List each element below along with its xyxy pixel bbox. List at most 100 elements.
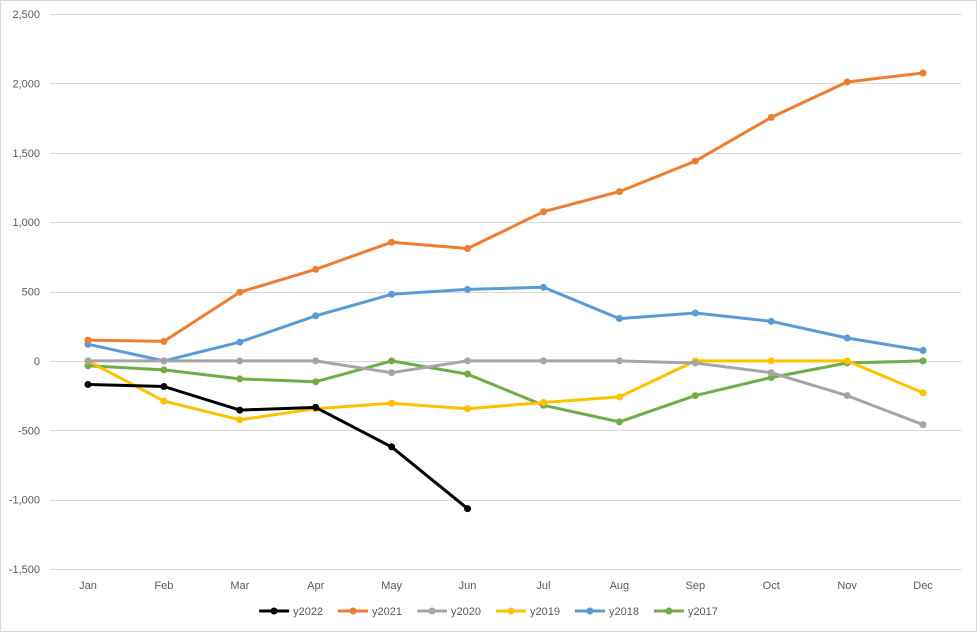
data-point [615, 315, 623, 323]
data-point [691, 309, 699, 317]
x-tick-label: Apr [307, 580, 324, 592]
legend-swatch-marker [507, 607, 515, 615]
data-point [84, 380, 92, 388]
y-tick-label: -1,000 [9, 495, 40, 507]
data-point [691, 359, 699, 367]
data-point [767, 357, 775, 365]
legend-label: y2018 [609, 606, 639, 618]
series-line [86, 359, 925, 422]
data-point [843, 334, 851, 342]
data-point [160, 383, 168, 391]
data-point [919, 357, 927, 365]
data-point [615, 357, 623, 365]
data-point [464, 505, 472, 513]
data-point [388, 290, 396, 298]
data-point [84, 336, 92, 344]
legend-item-y2018: y2018 [574, 606, 639, 618]
data-point [464, 357, 472, 365]
data-point [236, 357, 244, 365]
x-tick-label: May [381, 580, 402, 592]
data-point [160, 366, 168, 374]
y-tick-label: 2,000 [12, 78, 40, 90]
data-point [767, 317, 775, 325]
data-point [464, 370, 472, 378]
data-point [464, 244, 472, 252]
series-y2021 [84, 69, 927, 345]
data-point [919, 389, 927, 397]
series-y2020 [84, 357, 927, 429]
data-point [843, 78, 851, 86]
data-point [388, 238, 396, 246]
data-point [539, 283, 547, 291]
x-tick-label: Aug [610, 580, 630, 592]
data-point [388, 369, 396, 377]
data-point [160, 357, 168, 365]
x-tick-label: Sep [686, 580, 706, 592]
legend-swatch-marker [586, 607, 594, 615]
x-axis-tick-labels: Jan Feb Mar Apr May Jun Jul Aug Sep Oct Nov Dec [79, 580, 933, 592]
y-tick-label: 0 [34, 356, 40, 368]
data-point [615, 188, 623, 196]
y-tick-label: 1,000 [12, 217, 40, 229]
data-point [312, 312, 320, 320]
legend-item-y2019: y2019 [496, 606, 560, 618]
y-tick-label: 2,500 [12, 9, 40, 21]
data-point [84, 357, 92, 365]
y-tick-label: 500 [22, 287, 40, 299]
x-tick-label: Dec [913, 580, 933, 592]
legend-swatch-marker [428, 607, 436, 615]
x-tick-label: Oct [763, 580, 780, 592]
data-point [236, 406, 244, 414]
data-point [539, 399, 547, 406]
series-y2019 [84, 357, 927, 424]
data-point [236, 338, 244, 346]
data-point [919, 69, 927, 77]
series-y2022 [84, 380, 472, 513]
data-point [767, 113, 775, 121]
data-point [388, 443, 396, 451]
legend-item-y2020: y2020 [417, 606, 481, 618]
legend-item-y2017: y2017 [653, 606, 718, 618]
series-line [86, 71, 925, 343]
data-point [767, 369, 775, 377]
y-axis-tick-labels: 2,500 2,000 1,500 1,000 500 0 -500 -1,000 -1,500 [9, 9, 40, 576]
data-point [919, 421, 927, 429]
legend-item-y2021: y2021 [338, 606, 402, 618]
y-tick-label: 1,500 [12, 148, 40, 160]
data-point [691, 157, 699, 165]
data-point [767, 374, 775, 382]
data-point [919, 346, 927, 354]
legend: y2022 y2021 y2020 y2019 y2018 y2017 [259, 606, 718, 618]
x-tick-label: Nov [837, 580, 857, 592]
data-point [236, 288, 244, 296]
data-point [843, 392, 851, 400]
data-point [691, 392, 699, 400]
data-point [312, 378, 320, 386]
legend-label: y2022 [293, 606, 323, 618]
data-point [615, 393, 623, 401]
data-point [464, 405, 472, 413]
data-point [160, 337, 168, 345]
x-tick-label: Feb [154, 580, 173, 592]
data-point [388, 357, 396, 365]
series-line [86, 383, 469, 511]
series-y2018 [84, 283, 927, 365]
legend-swatch-marker [665, 607, 673, 615]
x-tick-label: Jul [536, 580, 550, 592]
series-line [86, 359, 925, 427]
x-tick-label: Jan [79, 580, 97, 592]
y-tick-label: -500 [18, 425, 40, 437]
data-point [464, 285, 472, 293]
x-tick-label: Jun [459, 580, 477, 592]
data-point [539, 208, 547, 216]
data-point [84, 362, 92, 370]
data-point [312, 403, 320, 411]
data-point [312, 357, 320, 365]
legend-label: y2019 [530, 606, 560, 618]
data-point [843, 357, 851, 365]
legend-label: y2021 [372, 606, 402, 618]
data-point [615, 418, 623, 426]
